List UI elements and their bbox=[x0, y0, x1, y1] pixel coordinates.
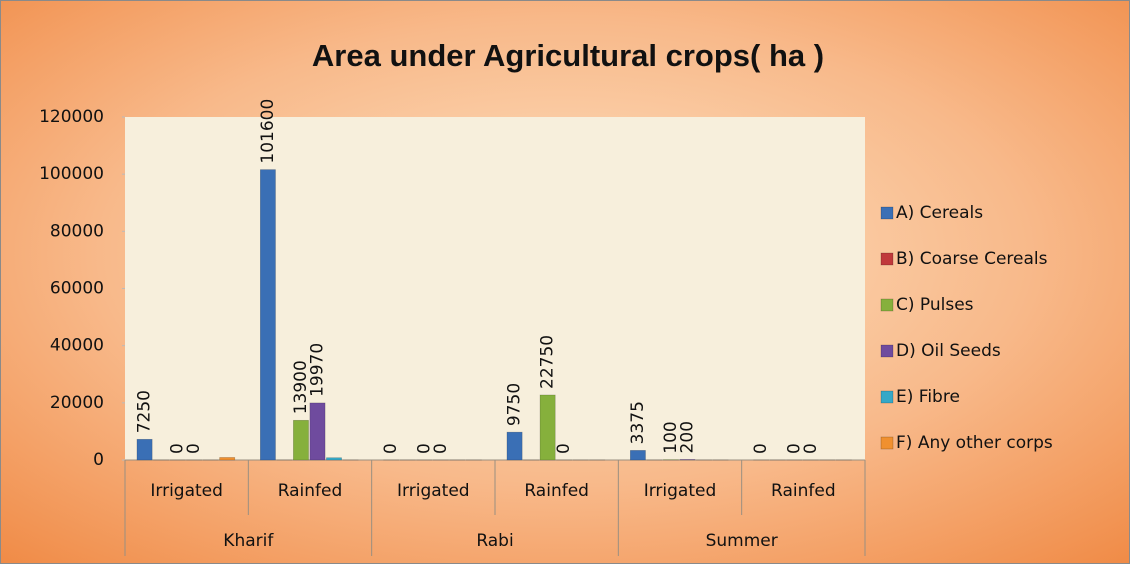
data-label: 0 bbox=[784, 443, 804, 454]
x-tick-label: Irrigated bbox=[397, 481, 470, 501]
legend-swatch bbox=[880, 390, 894, 404]
legend-swatch bbox=[880, 344, 894, 358]
y-tick-label: 60000 bbox=[50, 279, 104, 299]
data-label: 0 bbox=[168, 443, 188, 454]
data-label: 0 bbox=[431, 443, 451, 454]
group-label: Rabi bbox=[476, 531, 513, 551]
y-tick-label: 20000 bbox=[50, 393, 104, 413]
bar bbox=[629, 450, 646, 461]
data-label: 0 bbox=[554, 443, 574, 454]
legend-swatch bbox=[880, 298, 894, 312]
data-label: 0 bbox=[414, 443, 434, 454]
bar bbox=[219, 457, 236, 461]
y-tick-label: 0 bbox=[93, 450, 104, 470]
chart-title: Area under Agricultural crops( ha ) bbox=[312, 38, 824, 73]
data-label: 7250 bbox=[135, 390, 155, 433]
bar bbox=[539, 394, 556, 461]
bar bbox=[506, 431, 523, 461]
legend-swatch bbox=[880, 252, 894, 266]
y-tick-label: 100000 bbox=[39, 164, 104, 184]
data-label: 101600 bbox=[258, 99, 278, 164]
data-label: 0 bbox=[381, 443, 401, 454]
x-tick-label: Rainfed bbox=[278, 481, 343, 501]
group-label: Summer bbox=[706, 531, 778, 551]
y-tick-label: 120000 bbox=[39, 107, 104, 127]
data-label: 0 bbox=[751, 443, 771, 454]
x-tick-label: Rainfed bbox=[771, 481, 836, 501]
legend-label: A) Cereals bbox=[896, 203, 983, 223]
y-tick-label: 80000 bbox=[50, 221, 104, 241]
group-label: Kharif bbox=[223, 531, 274, 551]
legend-label: B) Coarse Cereals bbox=[896, 249, 1048, 269]
bar bbox=[326, 457, 342, 461]
data-label: 9750 bbox=[505, 383, 525, 426]
legend-swatch bbox=[880, 436, 894, 450]
x-tick-label: Rainfed bbox=[524, 481, 589, 501]
legend-label: D) Oil Seeds bbox=[896, 341, 1001, 361]
data-label: 13900 bbox=[291, 360, 311, 414]
plot-area bbox=[125, 117, 865, 460]
data-label: 22750 bbox=[538, 335, 558, 389]
bar bbox=[679, 459, 696, 461]
data-label: 100 bbox=[661, 421, 681, 453]
legend-label: E) Fibre bbox=[896, 387, 960, 407]
bar bbox=[136, 438, 153, 461]
data-label: 19970 bbox=[307, 343, 327, 397]
data-label: 0 bbox=[184, 443, 204, 454]
x-tick-label: Irrigated bbox=[644, 481, 717, 501]
bar bbox=[293, 419, 309, 461]
legend-label: C) Pulses bbox=[896, 295, 974, 315]
x-tick-label: Irrigated bbox=[150, 481, 223, 501]
data-label: 0 bbox=[801, 443, 821, 454]
y-tick-label: 40000 bbox=[50, 336, 104, 356]
bar bbox=[309, 402, 326, 461]
data-label: 3375 bbox=[628, 401, 648, 444]
legend-label: F) Any other corps bbox=[896, 433, 1053, 453]
bar bbox=[259, 169, 276, 461]
data-label: 200 bbox=[677, 421, 697, 453]
legend-swatch bbox=[880, 206, 894, 220]
